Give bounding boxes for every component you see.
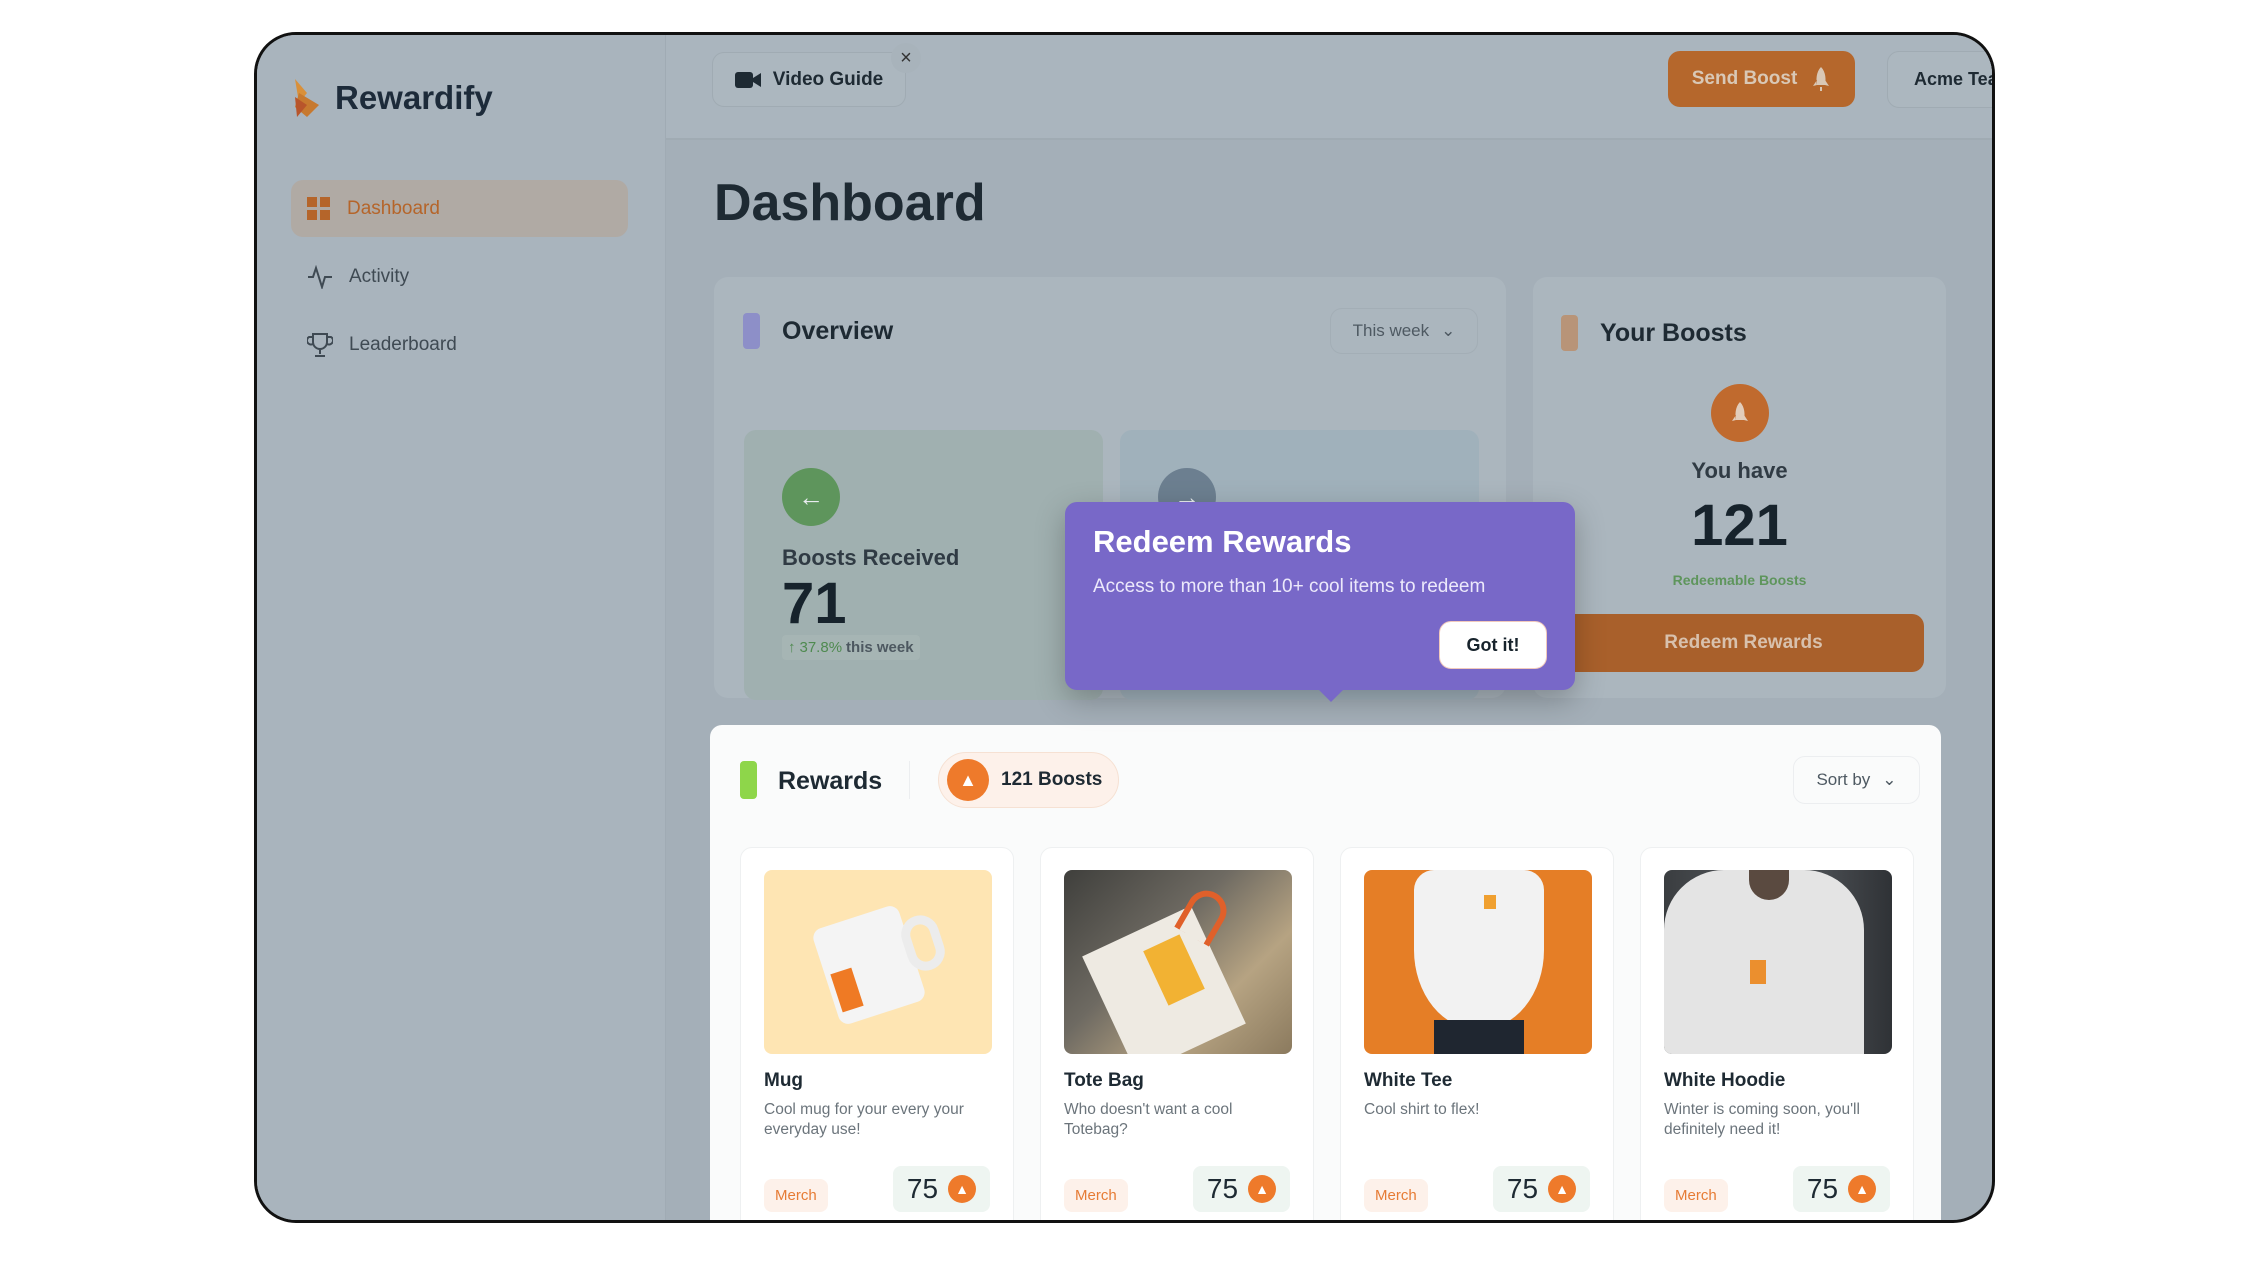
period-dropdown[interactable]: This week ⌄ — [1330, 308, 1478, 354]
reward-description: Who doesn't want a cool Totebag? — [1064, 1101, 1233, 1138]
boosts-received-label: Boosts Received — [782, 545, 960, 570]
overview-title: Overview — [782, 317, 894, 345]
price-value: 75 — [906, 1173, 939, 1204]
rewards-panel: Rewards ▲ 121 Boosts Sort by ⌄ Mug Cool m… — [710, 725, 1941, 1220]
redeemable-boosts-label: Redeemable Boosts — [1672, 572, 1807, 588]
change-value: 37.8% — [799, 639, 843, 656]
boosts-received-value: 71 — [782, 571, 847, 636]
send-boost-button[interactable]: Send Boost — [1668, 51, 1855, 107]
sidebar-item-activity[interactable]: Activity — [291, 248, 628, 305]
boosts-received-card: ← Boosts Received 71 ↑ 37.8% this week — [744, 430, 1103, 700]
team-selector[interactable]: Acme Team ⌄ — [1887, 51, 1992, 108]
boosts-balance: 121 — [1691, 493, 1788, 558]
reward-card-white-hoodie[interactable]: White Hoodie Winter is coming soon, you'… — [1640, 847, 1914, 1220]
reward-name: Mug — [764, 1070, 804, 1091]
nav-label: Activity — [349, 265, 410, 287]
arrow-up-icon: ↑ — [788, 639, 796, 656]
brand-name: Rewardify — [335, 79, 493, 116]
rocket-icon: ▲ — [947, 759, 989, 801]
redeem-rewards-tooltip: Redeem Rewards Access to more than 10+ c… — [1065, 502, 1575, 702]
sidebar-item-dashboard[interactable]: Dashboard — [291, 180, 628, 237]
rewards-accent — [740, 761, 757, 799]
tooltip-title: Redeem Rewards — [1093, 524, 1352, 559]
activity-icon — [308, 264, 332, 289]
category-tag: Merch — [1364, 1179, 1428, 1212]
chevron-down-icon: ⌄ — [1882, 770, 1897, 789]
logo-icon — [295, 79, 319, 117]
change-indicator: ↑ 37.8% this week — [782, 635, 920, 660]
reward-card-mug[interactable]: Mug Cool mug for your every your everyda… — [740, 847, 1014, 1220]
reward-card-white-tee[interactable]: White Tee Cool shirt to flex! Merch 75 ▲ — [1340, 847, 1614, 1220]
sort-label: Sort by — [1816, 770, 1871, 789]
video-guide-label: Video Guide — [772, 68, 884, 90]
video-guide-button[interactable]: Video Guide — [712, 52, 906, 107]
your-boosts-title: Your Boosts — [1600, 319, 1747, 347]
team-label: Acme Team — [1914, 69, 1992, 89]
rocket-icon: ▲ — [1848, 1175, 1877, 1203]
nav-label: Leaderboard — [349, 333, 457, 355]
reward-price: 75 ▲ — [893, 1166, 990, 1212]
redeem-rewards-button[interactable]: Redeem Rewards — [1563, 614, 1924, 672]
mug-image — [764, 870, 992, 1054]
sort-dropdown[interactable]: Sort by ⌄ — [1793, 756, 1920, 804]
page-title: Dashboard — [714, 174, 986, 232]
your-boosts-card: Your Boosts You have 121 Redeemable Boos… — [1533, 277, 1946, 698]
reward-price: 75 ▲ — [1193, 1166, 1290, 1212]
overview-card: Overview This week ⌄ ← Boosts Received 71… — [714, 277, 1506, 700]
rocket-icon — [1711, 384, 1769, 442]
rocket-icon: ▲ — [1248, 1175, 1277, 1203]
overview-accent — [743, 313, 760, 349]
change-suffix: this week — [846, 639, 914, 656]
price-value: 75 — [1206, 1173, 1239, 1204]
reward-name: Tote Bag — [1064, 1070, 1144, 1091]
price-value: 75 — [1506, 1173, 1539, 1204]
tote-bag-image — [1064, 870, 1292, 1054]
reward-name: White Hoodie — [1664, 1070, 1786, 1091]
tooltip-text: Access to more than 10+ cool items to re… — [1093, 576, 1486, 597]
white-tee-image — [1364, 870, 1592, 1054]
got-it-button[interactable]: Got it! — [1439, 621, 1547, 669]
top-header: Video Guide × Send Boost Acme Team ⌄ ⌄ — [666, 35, 1992, 140]
nav-label: Dashboard — [347, 197, 440, 219]
close-video-guide-icon[interactable]: × — [891, 43, 921, 73]
reward-card-tote-bag[interactable]: Tote Bag Who doesn't want a cool Totebag… — [1040, 847, 1314, 1220]
chevron-down-icon: ⌄ — [1441, 321, 1456, 340]
white-hoodie-image — [1664, 870, 1892, 1054]
category-tag: Merch — [1064, 1179, 1128, 1212]
trophy-icon — [307, 332, 333, 357]
price-value: 75 — [1806, 1173, 1839, 1204]
sidebar-item-leaderboard[interactable]: Leaderboard — [291, 316, 628, 373]
video-camera-icon — [734, 71, 761, 88]
boosts-badge-label: 121 Boosts — [1001, 769, 1103, 790]
reward-description: Cool shirt to flex! — [1364, 1101, 1480, 1118]
divider — [909, 761, 910, 799]
reward-price: 75 ▲ — [1493, 1166, 1590, 1212]
grid-icon — [307, 196, 330, 220]
reward-description: Winter is coming soon, you'll definitely… — [1664, 1101, 1860, 1138]
category-tag: Merch — [1664, 1179, 1728, 1212]
category-tag: Merch — [764, 1179, 828, 1212]
rewards-title: Rewards — [778, 767, 883, 795]
rocket-icon: ▲ — [1548, 1175, 1577, 1203]
boosts-accent — [1561, 315, 1578, 351]
reward-price: 75 ▲ — [1793, 1166, 1890, 1212]
reward-name: White Tee — [1364, 1070, 1453, 1091]
reward-description: Cool mug for your every your everyday us… — [764, 1101, 964, 1138]
arrow-left-icon: ← — [782, 468, 840, 526]
sidebar: Rewardify Dashboard Activity Leaderboard — [257, 35, 666, 1220]
period-label: This week — [1352, 321, 1430, 340]
boosts-badge: ▲ 121 Boosts — [938, 752, 1120, 808]
you-have-label: You have — [1691, 458, 1788, 483]
rocket-icon: ▲ — [948, 1175, 977, 1203]
logo: Rewardify — [291, 77, 493, 119]
rocket-icon — [1813, 67, 1830, 91]
send-boost-label: Send Boost — [1691, 68, 1798, 89]
app-window: Rewardify Dashboard Activity Leaderboard… — [254, 32, 1995, 1223]
